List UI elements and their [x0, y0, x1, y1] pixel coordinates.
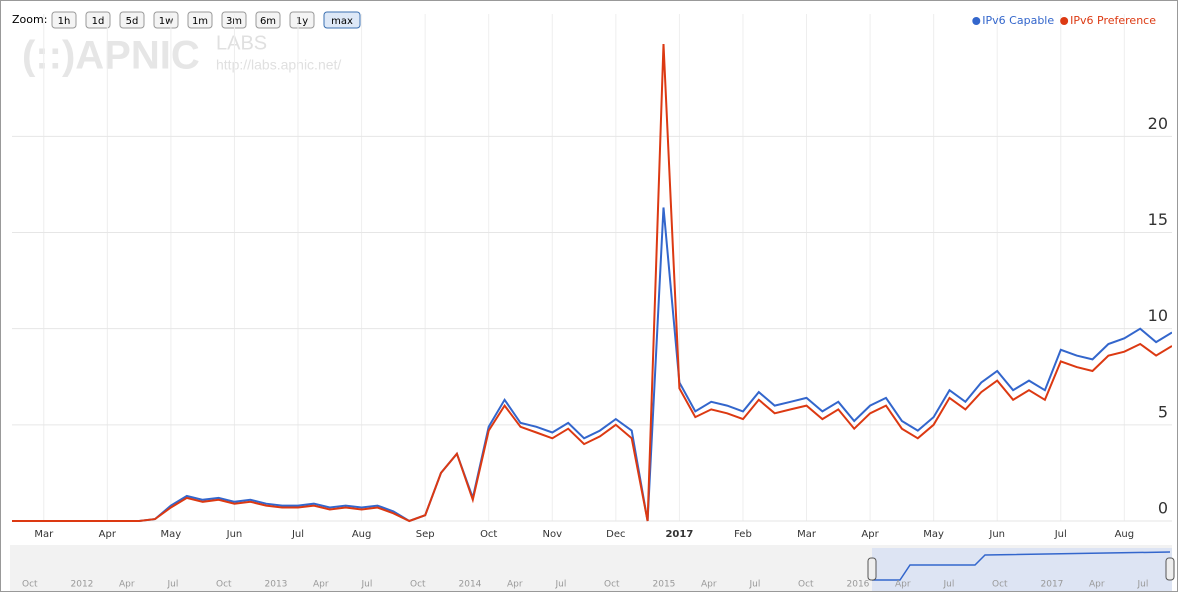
zoom-button[interactable]	[255, 11, 281, 29]
navigator-window	[872, 548, 1172, 591]
y-tick-label: 0	[1158, 499, 1168, 518]
x-tick-label: Apr	[861, 529, 879, 540]
zoom-button[interactable]	[119, 11, 145, 29]
legend-label: IPv6 Capable	[982, 14, 1054, 27]
navigator-label: Jul	[167, 580, 179, 590]
y-tick-label: 15	[1148, 210, 1168, 229]
zoom-button-label[interactable]: 1w	[159, 16, 174, 27]
navigator-label: Apr	[1089, 580, 1105, 590]
navigator-label: Oct	[604, 580, 620, 590]
navigator-label: 2013	[265, 580, 288, 590]
x-tick-label: Jun	[226, 529, 243, 540]
navigator-label: Oct	[798, 580, 814, 590]
navigator-label: Oct	[216, 580, 232, 590]
zoom-button[interactable]	[323, 11, 361, 29]
navigator-label: 2012	[71, 580, 94, 590]
navigator-label: 2015	[653, 580, 676, 590]
x-tick-label: Jul	[291, 529, 304, 540]
legend-swatch	[972, 17, 981, 25]
x-tick-label: Jul	[1054, 529, 1067, 540]
navigator-label: Jul	[361, 580, 373, 590]
x-tick-label: 2017	[665, 529, 693, 540]
zoom-button-label[interactable]: 6m	[260, 16, 276, 27]
series-line	[12, 207, 1172, 523]
zoom-button[interactable]	[153, 11, 179, 29]
navigator-label: Oct	[22, 580, 38, 590]
zoom-button-label[interactable]: 1h	[58, 16, 71, 27]
watermark-logo: (::)APNIC	[22, 34, 200, 78]
x-tick-label: Sep	[416, 529, 435, 540]
y-tick-label: 5	[1158, 402, 1168, 421]
zoom-button-label[interactable]: 1y	[296, 16, 308, 27]
navigator-label: Apr	[895, 580, 911, 590]
x-tick-label: Oct	[480, 529, 497, 540]
x-tick-label: May	[161, 529, 182, 540]
zoom-button[interactable]	[289, 11, 315, 29]
x-tick-label: May	[923, 529, 944, 540]
x-tick-label: Jun	[988, 529, 1005, 540]
zoom-button-label[interactable]: 1m	[192, 16, 208, 27]
navigator-label: Oct	[410, 580, 426, 590]
navigator-label: Apr	[507, 580, 523, 590]
x-tick-label: Apr	[99, 529, 117, 540]
zoom-button-label[interactable]: max	[331, 16, 353, 27]
navigator-handle[interactable]	[867, 557, 877, 581]
zoom-label: Zoom:	[12, 13, 47, 26]
x-tick-label: Aug	[1115, 529, 1135, 540]
y-tick-label: 20	[1148, 114, 1168, 133]
navigator-label: Oct	[992, 580, 1008, 590]
zoom-button-label[interactable]: 5d	[126, 16, 139, 27]
navigator-label: Apr	[313, 580, 329, 590]
x-tick-label: Nov	[543, 529, 563, 540]
navigator-label: Apr	[119, 580, 135, 590]
navigator-label: Jul	[1137, 580, 1149, 590]
y-tick-label: 10	[1148, 306, 1168, 325]
series-line	[12, 44, 1172, 523]
navigator-label: Apr	[701, 580, 717, 590]
navigator-label: Jul	[749, 580, 761, 590]
legend-label: IPv6 Preference	[1070, 14, 1156, 27]
x-tick-label: Mar	[797, 529, 817, 540]
zoom-button-label[interactable]: 1d	[92, 16, 105, 27]
navigator-line	[872, 551, 1171, 581]
watermark-labs: LABS	[216, 32, 267, 54]
x-tick-label: Mar	[34, 529, 54, 540]
legend-swatch	[1060, 17, 1069, 25]
zoom-button[interactable]	[51, 11, 77, 29]
watermark-url: http://labs.apnic.net/	[216, 57, 341, 73]
navigator-label: 2016	[847, 580, 870, 590]
zoom-button[interactable]	[187, 11, 213, 29]
navigator-label: Jul	[555, 580, 567, 590]
navigator-label: Jul	[943, 580, 955, 590]
navigator-handle[interactable]	[1165, 557, 1175, 581]
navigator-label: 2014	[459, 580, 482, 590]
zoom-button[interactable]	[85, 11, 111, 29]
x-tick-label: Feb	[734, 529, 752, 540]
x-tick-label: Aug	[352, 529, 372, 540]
navigator-label: 2017	[1041, 580, 1064, 590]
x-tick-label: Dec	[606, 529, 625, 540]
